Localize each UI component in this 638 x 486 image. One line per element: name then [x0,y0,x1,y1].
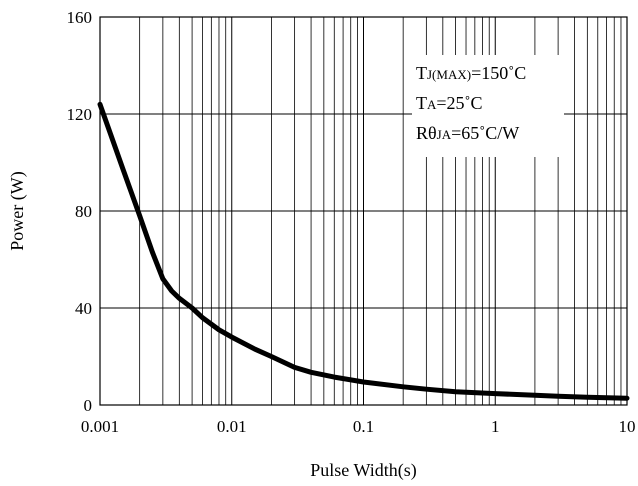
y-tick-label: 80 [75,202,92,221]
x-axis-title: Pulse Width(s) [310,460,416,481]
power-curve-line [97,101,630,401]
annotation-background [412,55,564,157]
annotation-line: RθJA=65˚C/W [416,123,519,143]
series-layer [97,101,630,401]
x-tick-label: 0.01 [217,417,247,436]
y-tick-label: 0 [84,396,93,415]
x-tick-label: 1 [491,417,500,436]
conditions-annotation: TJ(MAX)=150˚C TA=25˚C RθJA=65˚C/W [412,55,564,157]
x-tick-label: 0.1 [353,417,374,436]
annotation-line: TJ(MAX)=150˚C [416,63,526,83]
plot-area-frame [99,16,628,406]
x-tick-labels: 0.001 0.01 0.1 1 10 [81,417,636,436]
y-axis-title: Power (W) [7,171,28,250]
x-tick-label: 0.001 [81,417,119,436]
y-tick-labels: 0 40 80 120 160 [67,8,93,415]
y-tick-label: 120 [67,105,93,124]
y-tick-label: 40 [75,299,92,318]
x-tick-label: 10 [619,417,636,436]
y-tick-label: 160 [67,8,93,27]
annotation-line: TA=25˚C [416,93,483,113]
